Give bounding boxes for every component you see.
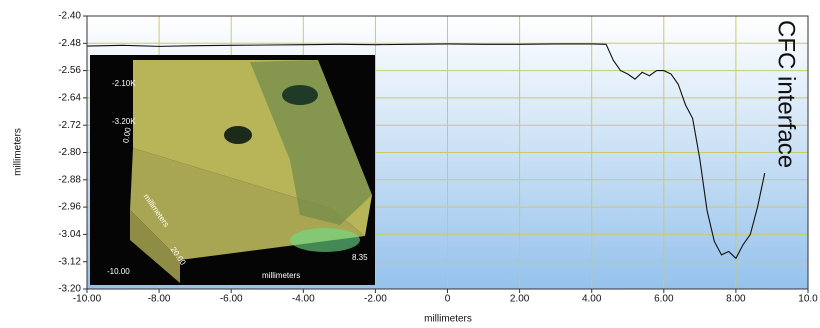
y-tick-label: -2.88 <box>58 174 81 185</box>
x-tick-label: 2.00 <box>510 294 530 305</box>
inset-label: -2.10K <box>112 79 136 88</box>
y-tick-label: -3.12 <box>58 256 81 267</box>
x-tick-label: 6.00 <box>654 294 674 305</box>
inset-label: 8.35 <box>352 253 368 262</box>
y-axis-label: millimeters <box>13 128 24 176</box>
x-tick-label: 10.0 <box>798 294 818 305</box>
x-tick-label: -2.00 <box>364 294 387 305</box>
inset-pit <box>282 85 318 105</box>
x-tick-label: -10.00 <box>73 294 102 305</box>
inset-pit <box>224 126 252 144</box>
y-tick-label: -2.72 <box>58 120 81 131</box>
y-tick-label: -2.56 <box>58 65 81 76</box>
x-tick-label: -8.00 <box>148 294 171 305</box>
y-tick-label: -2.80 <box>58 147 81 158</box>
x-tick-label: -6.00 <box>220 294 243 305</box>
y-tick-label: -2.96 <box>58 202 81 213</box>
x-tick-label: 8.00 <box>726 294 746 305</box>
inset-label: -3.20K <box>112 117 136 126</box>
inset-label: -10.00 <box>107 267 130 276</box>
chart: -2.10K -3.20K 0.00 millimeters 20.00 -10… <box>0 0 820 328</box>
y-tick-label: -2.40 <box>58 11 81 22</box>
x-axis-label: millimeters <box>424 314 472 325</box>
x-tick-label: -4.00 <box>292 294 315 305</box>
inset-glow <box>290 228 360 252</box>
y-tick-label: -2.64 <box>58 93 81 104</box>
inset-image: -2.10K -3.20K 0.00 millimeters 20.00 -10… <box>90 55 375 285</box>
x-tick-label: 4.00 <box>582 294 602 305</box>
inset-label: millimeters <box>262 271 300 280</box>
x-tick-label: 0 <box>445 294 451 305</box>
y-tick-label: -2.48 <box>58 38 81 49</box>
annotation: CFC interface <box>773 20 800 168</box>
y-tick-label: -3.04 <box>58 229 81 240</box>
